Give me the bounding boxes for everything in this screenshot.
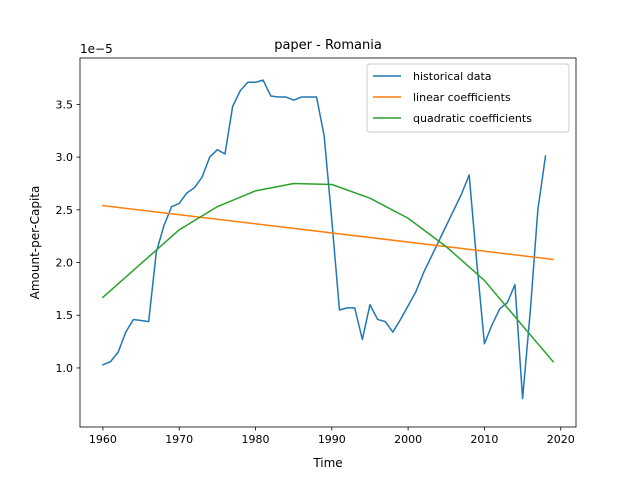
x-tick-label: 1980: [242, 433, 270, 446]
y-tick-label: 1.0: [56, 362, 74, 375]
x-tick-label: 2010: [470, 433, 498, 446]
legend-box: [366, 63, 570, 133]
x-tick-label: 2000: [394, 433, 422, 446]
series-line-0: [101, 79, 547, 400]
legend: historical data linear coefficients quadra…: [366, 63, 570, 133]
chart-title: paper - Romania: [274, 38, 382, 53]
x-tick-label: 1960: [89, 433, 117, 446]
plot-frame: [79, 57, 577, 428]
y-axis-label: Amount-per-Capita: [28, 186, 42, 300]
y-offset-text: 1e−5: [80, 42, 113, 56]
x-axis-label: Time: [312, 456, 342, 470]
ticks-layer: 1960 1970 1980 1990 2000 2010 2020 1.0 1.5 2.0 2.5…: [56, 98, 575, 446]
legend-label-2: quadratic coefficients: [413, 112, 532, 125]
x-tick-label: 2020: [547, 433, 575, 446]
y-tick-label: 2.0: [56, 257, 74, 270]
y-tick-label: 1.5: [56, 309, 74, 322]
y-tick-label: 3.0: [56, 151, 74, 164]
y-tick-label: 2.5: [56, 204, 74, 217]
series-line-2: [101, 182, 555, 363]
legend-label-0: historical data: [413, 70, 492, 83]
series-line-1: [102, 204, 554, 261]
legend-label-1: linear coefficients: [413, 91, 511, 104]
series-layer: [101, 79, 555, 400]
x-tick-label: 1970: [165, 433, 193, 446]
x-tick-label: 1990: [318, 433, 346, 446]
y-tick-label: 3.5: [56, 98, 74, 111]
